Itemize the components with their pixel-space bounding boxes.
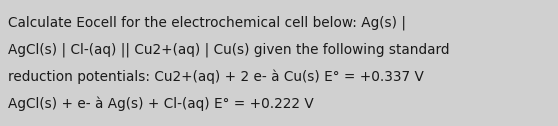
Text: AgCl(s) | Cl-(aq) || Cu2+(aq) | Cu(s) given the following standard: AgCl(s) | Cl-(aq) || Cu2+(aq) | Cu(s) gi… bbox=[8, 42, 450, 57]
Text: reduction potentials: Cu2+(aq) + 2 e- à Cu(s) E° = +0.337 V: reduction potentials: Cu2+(aq) + 2 e- à … bbox=[8, 69, 424, 84]
Text: Calculate Eocell for the electrochemical cell below: Ag(s) |: Calculate Eocell for the electrochemical… bbox=[8, 15, 406, 30]
Text: AgCl(s) + e- à Ag(s) + Cl-(aq) E° = +0.222 V: AgCl(s) + e- à Ag(s) + Cl-(aq) E° = +0.2… bbox=[8, 96, 314, 111]
